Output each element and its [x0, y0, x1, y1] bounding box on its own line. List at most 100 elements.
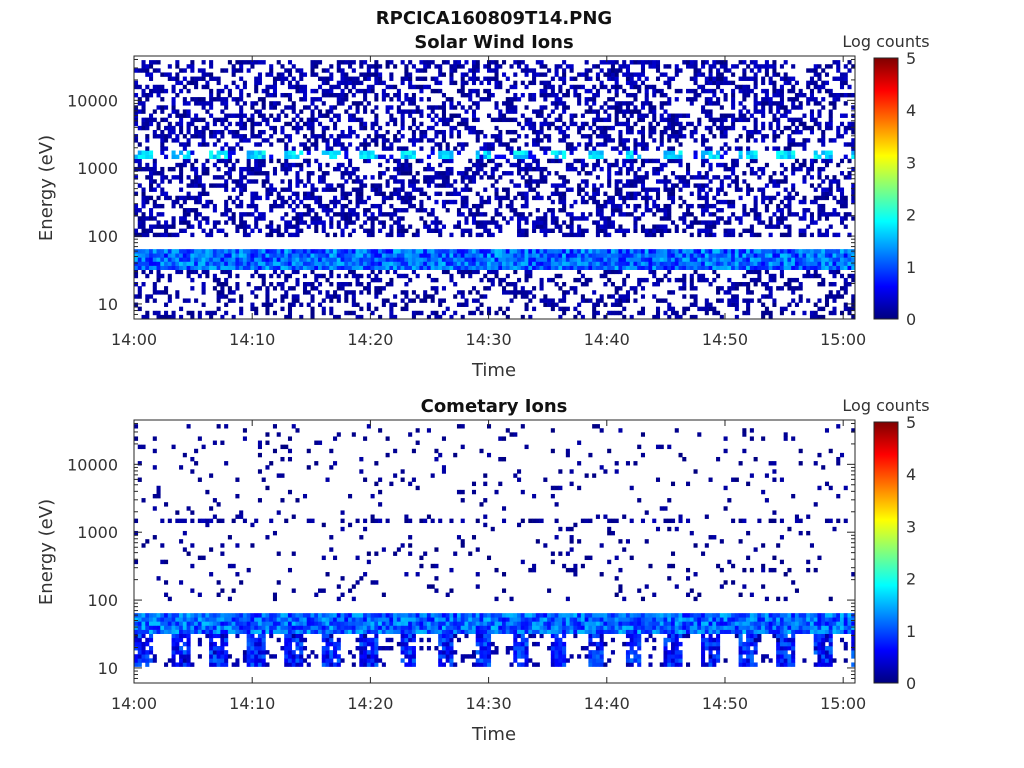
heatmap-cell [381, 88, 386, 94]
heatmap-cell [509, 265, 514, 270]
heatmap-cell [396, 129, 401, 135]
heatmap-cell [772, 302, 777, 307]
heatmap-cell [637, 282, 642, 287]
heatmap-cell [843, 302, 848, 307]
heatmap-cell [479, 224, 484, 229]
heatmap-cell [761, 171, 766, 176]
heatmap-cell [821, 249, 826, 254]
heatmap-cell [415, 158, 420, 164]
heatmap-cell [802, 138, 807, 143]
heatmap-cell [558, 97, 563, 102]
heatmap-cell [682, 212, 687, 217]
heatmap-cell [291, 146, 296, 151]
heatmap-cell [558, 298, 563, 303]
heatmap-cell [558, 228, 563, 233]
heatmap-cell [152, 282, 157, 287]
heatmap-cell [768, 179, 773, 184]
heatmap-cell [618, 142, 623, 147]
heatmap-cell [149, 179, 154, 184]
heatmap-cell [794, 142, 799, 147]
heatmap-cell [847, 171, 852, 176]
heatmap-cell [577, 101, 582, 106]
heatmap-cell [614, 187, 619, 192]
heatmap-cell [652, 92, 657, 98]
heatmap-cell [306, 257, 311, 262]
heatmap-cell [746, 286, 751, 291]
heatmap-cell [284, 113, 289, 118]
heatmap-cell [216, 175, 221, 180]
heatmap-cell [513, 257, 518, 262]
heatmap-cell [836, 269, 841, 275]
heatmap-cell [287, 314, 293, 320]
heatmap-cell [216, 76, 221, 81]
heatmap-cell [175, 265, 180, 270]
heatmap-cell [490, 183, 495, 188]
heatmap-cell [385, 129, 390, 135]
heatmap-cell [798, 282, 803, 287]
heatmap-cell [509, 199, 514, 205]
heatmap-cell [644, 92, 649, 98]
heatmap-cell [254, 109, 259, 114]
heatmap-cell [186, 273, 191, 279]
heatmap-cell [175, 154, 180, 160]
heatmap-cell [633, 224, 638, 229]
heatmap-cell [667, 216, 672, 221]
heatmap-cell [441, 113, 446, 118]
heatmap-cell [456, 113, 462, 118]
heatmap-cell [802, 162, 807, 168]
heatmap-cell [851, 273, 856, 279]
heatmap-cell [494, 261, 499, 266]
heatmap-cell [325, 203, 330, 209]
heatmap-cell [592, 92, 597, 98]
heatmap-cell [562, 306, 567, 312]
heatmap-cell [156, 273, 161, 279]
heatmap-cell [565, 162, 570, 168]
heatmap-cell [502, 117, 507, 123]
heatmap-cell [287, 187, 293, 192]
heatmap-cell [618, 134, 623, 139]
heatmap-cell [697, 195, 702, 201]
heatmap-cell [299, 88, 304, 94]
heatmap-cell [498, 261, 503, 266]
heatmap-cell [242, 113, 247, 118]
heatmap-cell [468, 208, 473, 213]
heatmap-cell [753, 195, 758, 201]
heatmap-cell [164, 265, 169, 270]
heatmap-cell [712, 269, 717, 275]
heatmap-cell [723, 265, 728, 270]
heatmap-cell [468, 261, 473, 266]
heatmap-cell [430, 228, 435, 233]
heatmap-cell [539, 88, 544, 94]
heatmap-cell [779, 113, 784, 118]
heatmap-cell [468, 249, 473, 254]
heatmap-cell [378, 228, 383, 233]
heatmap-cell [242, 253, 247, 258]
heatmap-cell [731, 92, 736, 98]
heatmap-cell [704, 88, 709, 94]
heatmap-cell [224, 208, 229, 213]
heatmap-cell [145, 228, 150, 233]
heatmap-cell [693, 265, 698, 270]
heatmap-cell [761, 101, 766, 106]
heatmap-cell [629, 183, 634, 188]
heatmap-cell [441, 121, 446, 127]
heatmap-cell [348, 310, 353, 316]
heatmap-cell [584, 277, 589, 283]
heatmap-cell [438, 105, 443, 110]
heatmap-cell [261, 162, 266, 168]
heatmap-cell [832, 298, 837, 303]
heatmap-cell [517, 232, 522, 238]
heatmap-cell [314, 212, 319, 217]
heatmap-cell [633, 265, 638, 270]
heatmap-cell [640, 212, 646, 217]
heatmap-cell [190, 249, 195, 254]
heatmap-cell [791, 310, 796, 316]
heatmap-cell [757, 269, 762, 275]
heatmap-cell [550, 150, 555, 155]
heatmap-cell [306, 125, 311, 131]
heatmap-cell [618, 150, 623, 155]
heatmap-cell [749, 269, 754, 275]
heatmap-cell [415, 179, 420, 184]
heatmap-cell [340, 183, 345, 188]
heatmap-cell [505, 265, 510, 270]
